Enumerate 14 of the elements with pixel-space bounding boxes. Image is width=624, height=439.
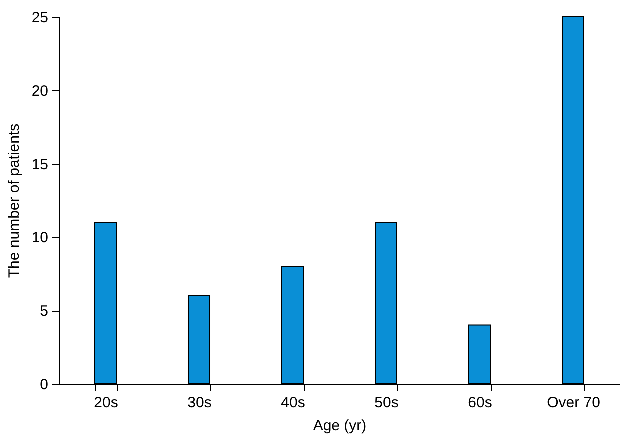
x-tick-label: 30s <box>188 394 212 412</box>
x-tick-label: 50s <box>374 394 399 412</box>
x-tick-label: Over 70 <box>547 394 600 412</box>
y-axis-title: The number of patients <box>6 124 23 278</box>
y-tick-label: 10 <box>32 230 48 247</box>
y-tick-label: 0 <box>40 376 48 394</box>
x-tick-label: 60s <box>468 394 492 412</box>
y-tick-label: 20 <box>32 82 48 100</box>
y-tick-label: 25 <box>32 10 48 26</box>
x-tick-label: 20s <box>94 394 118 412</box>
x-axis-title: Age (yr) <box>313 418 367 434</box>
y-tick-label: 5 <box>40 303 48 320</box>
x-tick-label: 40s <box>281 394 306 412</box>
y-tick-label: 15 <box>32 156 48 174</box>
